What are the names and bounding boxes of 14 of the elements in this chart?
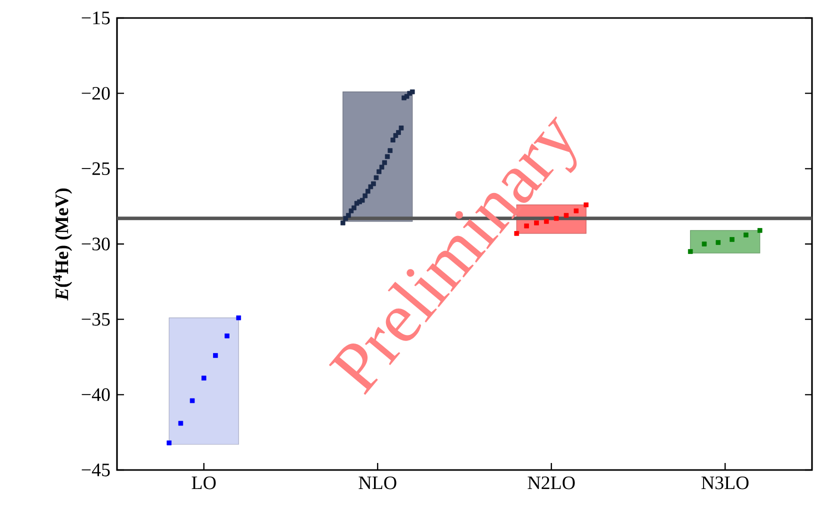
x-tick-label: N3LO xyxy=(701,476,749,490)
x-tick-label: NLO xyxy=(358,476,396,490)
y-tick-label: −40 xyxy=(82,388,110,402)
y-tick-label: −45 xyxy=(82,464,110,476)
bar xyxy=(168,318,239,445)
y-tick-label: −30 xyxy=(82,238,110,250)
bar xyxy=(690,230,760,254)
x-tick-label: N2LO xyxy=(528,476,575,490)
x-tick-label: LO xyxy=(192,476,216,490)
y-tick-label: −25 xyxy=(82,162,110,176)
y-axis-title: E($^{4}$He) (MeV) xyxy=(53,188,72,301)
y-tick-label: −15 xyxy=(82,12,110,24)
y-tick-label: −20 xyxy=(82,86,110,100)
y-tick-label: −35 xyxy=(82,312,110,326)
